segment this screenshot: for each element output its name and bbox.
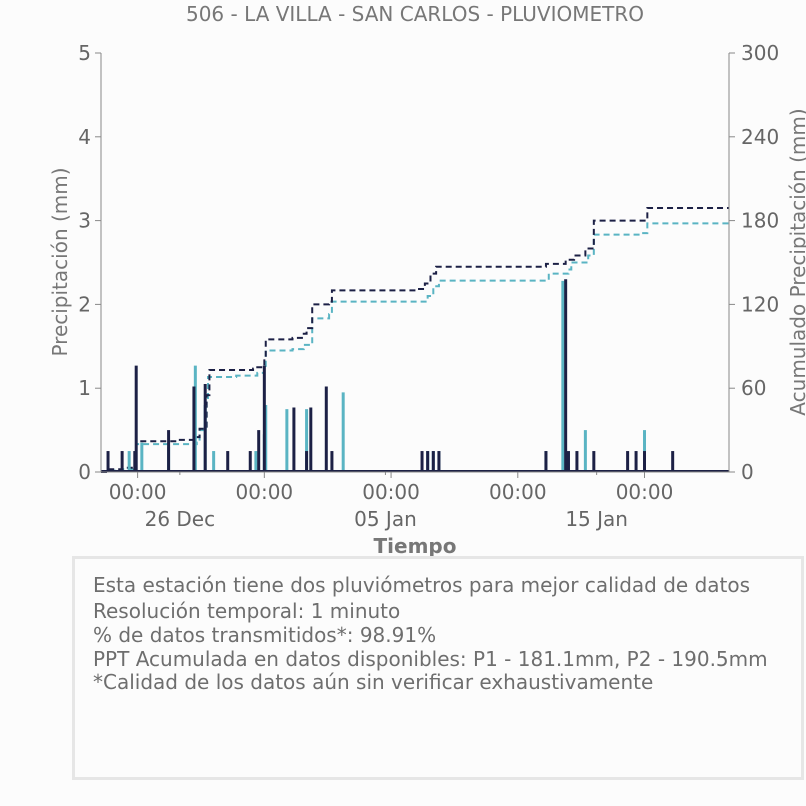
series-2-line (101, 222, 729, 473)
note-resolution: Resolución temporal: 1 minuto (93, 599, 401, 623)
y-tick-label: 5 (78, 41, 91, 65)
x-tick-label: 00:00 (236, 480, 294, 504)
y-tick-label: 0 (78, 460, 91, 484)
axis-ticks: 0 1 2 3 4 5 0 60 120 180 240 300 00:00 00:00 00:00 00:0… (78, 41, 779, 531)
x-date-label: 15 Jan (565, 507, 628, 531)
x-tick-label: 00:00 (616, 480, 674, 504)
x-tick-label: 00:00 (489, 480, 547, 504)
y-right-tick-label: 120 (741, 292, 779, 316)
note-quality: *Calidad de los datos aún sin verificar … (93, 670, 654, 694)
series-3-line (101, 207, 729, 473)
y-tick-label: 2 (78, 292, 91, 316)
plot-area (101, 207, 729, 473)
y-right-tick-label: 60 (741, 376, 766, 400)
legend-box (72, 556, 804, 780)
x-tick-label: 00:00 (362, 480, 420, 504)
x-date-label: 05 Jan (354, 507, 417, 531)
note-stations: Esta estación tiene dos pluviómetros par… (93, 573, 751, 597)
y-axis-right-title: Acumulado Precipitación (mm) (786, 108, 806, 415)
x-date-label: 26 Dec (145, 507, 216, 531)
y-tick-label: 1 (78, 376, 91, 400)
note-transmitted: % de datos transmitidos*: 98.91% (93, 623, 437, 647)
y-right-tick-label: 180 (741, 209, 779, 233)
x-axis-title: Tiempo (374, 534, 457, 558)
y-tick-label: 3 (78, 209, 91, 233)
x-tick-label: 00:00 (109, 480, 167, 504)
y-right-tick-label: 0 (741, 460, 754, 484)
y-right-tick-label: 300 (741, 41, 779, 65)
y-axis-title: Precipitación (mm) (48, 167, 72, 356)
y-right-tick-label: 240 (741, 125, 779, 149)
chart-title: 506 - LA VILLA - SAN CARLOS - PLUVIOMETR… (186, 2, 644, 26)
y-tick-label: 4 (78, 125, 91, 149)
note-accumulated: PPT Acumulada en datos disponibles: P1 -… (93, 647, 768, 671)
